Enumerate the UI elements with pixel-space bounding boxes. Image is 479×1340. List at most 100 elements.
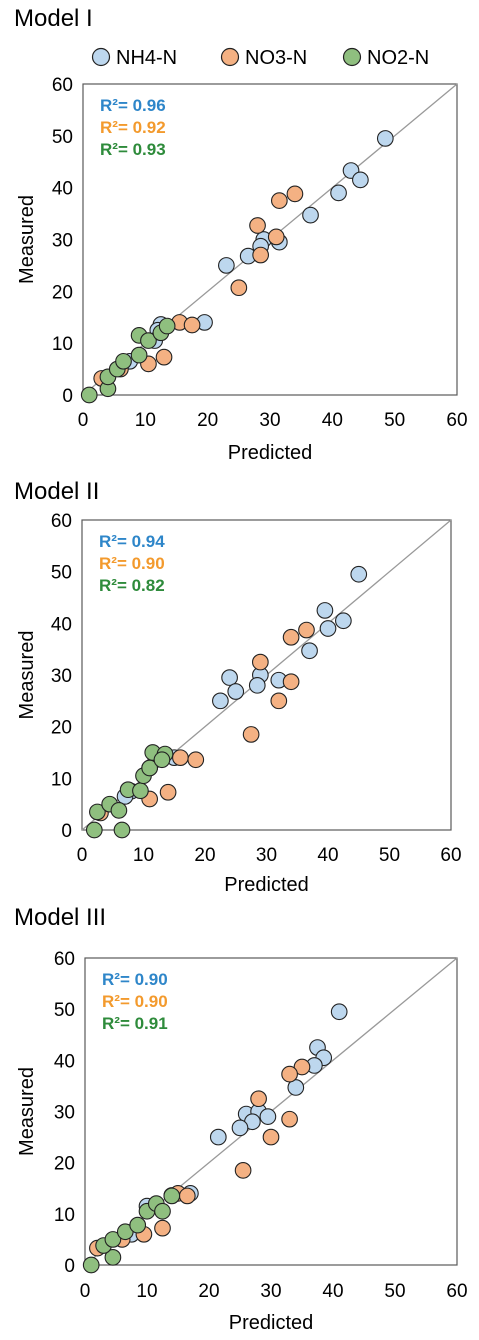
y-tick-label: 60 <box>54 949 75 970</box>
plot-frame <box>81 519 452 831</box>
data-point-no2-n <box>113 821 131 839</box>
series-no3-n <box>92 621 315 822</box>
data-point-no2-n <box>104 1231 122 1248</box>
data-point-no3-n <box>267 228 285 246</box>
data-point-no3-n <box>271 192 288 209</box>
x-tick-label: 0 <box>78 410 89 431</box>
y-tick-label: 10 <box>51 769 72 790</box>
series-no2-n <box>80 317 176 404</box>
x-tick-label: 40 <box>322 410 343 431</box>
x-tick-label: 40 <box>317 845 338 866</box>
data-point-no3-n <box>183 316 201 334</box>
data-point-nh4-n <box>301 642 318 660</box>
data-point-no2-n <box>110 802 128 819</box>
data-point-nh4-n <box>319 620 337 637</box>
x-tick-label: 20 <box>197 410 218 431</box>
y-tick-label: 60 <box>52 75 73 96</box>
data-point-no2-n <box>85 821 103 839</box>
x-tick-label: 60 <box>446 410 467 431</box>
series-no2-n <box>82 1187 181 1274</box>
data-point-no3-n <box>270 692 288 710</box>
chart-panel-1: Model I 00 10 10 20 20 30 30 40 40 50 50 60 60 Predict… <box>14 5 468 464</box>
r-squared-nh4-n: R²= 0.90 <box>102 970 168 989</box>
y-tick-label: 20 <box>54 1154 75 1175</box>
y-tick-label: 10 <box>52 334 73 355</box>
r-squared-no2-n: R²= 0.91 <box>102 1014 168 1033</box>
data-point-no2-n <box>158 317 176 335</box>
data-point-nh4-n <box>231 1119 249 1137</box>
data-point-nh4-n <box>316 602 334 619</box>
y-axis-label: Measured <box>16 631 38 720</box>
y-tick-label: 50 <box>51 563 72 584</box>
data-point-no2-n <box>154 1202 171 1220</box>
data-point-nh4-n <box>209 1128 227 1146</box>
x-tick-label: 10 <box>133 845 154 866</box>
x-tick-label: 40 <box>322 1281 343 1302</box>
r-squared-no2-n: R²= 0.82 <box>99 576 165 595</box>
data-point-nh4-n <box>227 683 245 700</box>
y-axis-label: Measured <box>16 195 38 284</box>
x-tick-label: 50 <box>379 845 400 866</box>
data-point-nh4-n <box>335 612 352 630</box>
y-tick-label: 40 <box>52 179 73 200</box>
data-point-no3-n <box>282 628 300 646</box>
x-axis-label: Predicted <box>228 442 313 464</box>
y-tick-label: 60 <box>51 511 72 532</box>
data-point-no3-n <box>154 1219 171 1237</box>
data-point-no3-n <box>252 653 269 671</box>
r-squared-no2-n: R²= 0.93 <box>100 140 166 159</box>
x-tick-label: 60 <box>440 845 461 866</box>
r-squared-no3-n: R²= 0.90 <box>102 992 168 1011</box>
y-axis-label: Measured <box>16 1067 38 1156</box>
legend-marker-nh4-n <box>91 47 111 67</box>
data-point-no3-n <box>172 749 189 767</box>
data-point-nh4-n <box>330 184 347 202</box>
data-point-nh4-n <box>212 692 229 710</box>
y-tick-label: 40 <box>51 614 72 635</box>
chart-panel-3: Model III 00 10 10 20 20 30 30 40 40 50 50 60 60 Predi… <box>14 904 468 1334</box>
r-squared-no3-n: R²= 0.92 <box>100 118 166 137</box>
legend: NH4-N NO3-N NO2-N <box>91 47 429 69</box>
series-no2-n <box>85 744 174 839</box>
data-point-no2-n <box>80 386 98 404</box>
data-point-nh4-n <box>259 1108 277 1125</box>
data-point-no3-n <box>281 1110 298 1128</box>
data-point-nh4-n <box>221 669 238 686</box>
data-point-no3-n <box>155 348 173 366</box>
data-point-no2-n <box>129 1216 147 1234</box>
x-tick-label: 50 <box>384 410 405 431</box>
legend-marker-no2-n <box>342 47 362 67</box>
data-point-no2-n <box>115 352 132 370</box>
y-tick-label: 30 <box>52 231 73 252</box>
data-point-no2-n <box>104 1248 122 1266</box>
data-point-no3-n <box>234 1161 252 1179</box>
x-tick-label: 10 <box>136 1281 157 1302</box>
data-point-no3-n <box>249 217 266 234</box>
data-point-nh4-n <box>302 206 319 224</box>
data-point-nh4-n <box>248 676 266 694</box>
x-tick-label: 20 <box>198 1281 219 1302</box>
data-point-no2-n <box>130 346 148 364</box>
plot-frame <box>84 957 458 1266</box>
legend-label-no3-n: NO3-N <box>245 47 307 69</box>
data-point-nh4-n <box>352 171 369 189</box>
x-tick-label: 0 <box>77 845 88 866</box>
data-point-no3-n <box>159 783 177 801</box>
x-tick-label: 10 <box>135 410 156 431</box>
x-tick-label: 0 <box>80 1281 91 1302</box>
x-tick-label: 50 <box>384 1281 405 1302</box>
data-point-no3-n <box>230 279 248 297</box>
data-point-no3-n <box>187 751 205 769</box>
data-point-no2-n <box>82 1256 100 1274</box>
y-tick-label: 20 <box>51 718 72 739</box>
legend-marker-no3-n <box>220 47 240 67</box>
panel-title: Model I <box>14 5 93 32</box>
r-squared-nh4-n: R²= 0.94 <box>99 532 165 551</box>
data-point-nh4-n <box>218 257 235 274</box>
data-point-no3-n <box>262 1128 280 1146</box>
legend-label-no2-n: NO2-N <box>367 47 429 69</box>
x-tick-label: 30 <box>259 410 280 431</box>
r-squared-nh4-n: R²= 0.96 <box>100 96 166 115</box>
